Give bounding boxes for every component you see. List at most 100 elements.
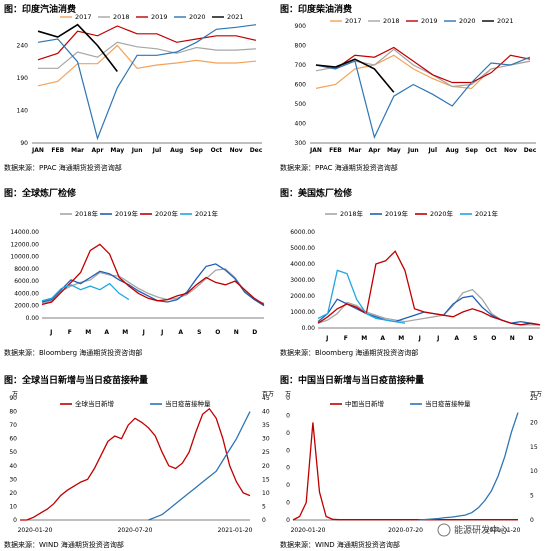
y-tick-label: 4000.00 — [290, 261, 315, 268]
left-y-tick-label: 80 — [9, 409, 17, 416]
left-y-tick-label: 0 — [13, 517, 17, 524]
x-tick-label: M — [398, 335, 404, 342]
x-tick-label: Apr — [92, 147, 104, 154]
wechat-icon — [437, 523, 451, 537]
right-y-tick-label: 0 — [530, 517, 534, 524]
right-y-tick-label: 30 — [262, 436, 270, 443]
x-tick-label: Dec — [524, 147, 537, 154]
legend-label: 2018 — [383, 17, 400, 25]
left-y-tick-label: 0 — [286, 517, 290, 524]
panel-diesel-consumption: 图：印度柴油消费 300 400 500 600 700 800 900 JAN FEB Mar Ap… — [280, 3, 537, 154]
x-tick-label: Aug — [446, 147, 459, 154]
y-tick-label: 190 — [17, 75, 29, 82]
x-tick-label: Apr — [368, 147, 380, 154]
left-unit-label: 万 — [12, 391, 18, 398]
x-tick-label: Mar — [71, 147, 84, 154]
series-line — [317, 269, 406, 324]
y-tick-label: 6000.00 — [290, 229, 315, 236]
left-y-tick-label: 0 — [286, 482, 290, 489]
x-tick-label: 2021-01-20 — [218, 527, 253, 534]
x-tick-label: A — [380, 335, 385, 342]
right-y-tick-label: 20 — [262, 463, 270, 470]
right-y-tick-label: 25 — [530, 395, 538, 402]
series-line — [418, 412, 519, 521]
source-diesel: 数据来源：PPAC 海通期货投资咨询部 — [280, 163, 398, 172]
x-tick-label: D — [252, 329, 257, 336]
series-line — [292, 422, 518, 521]
x-tick-label: JAN — [309, 147, 322, 154]
right-y-tick-label: 25 — [262, 449, 270, 456]
y-tick-label: 14000.00 — [10, 229, 39, 236]
source-global-maint: 数据来源：Bloomberg 海通期货投资咨询部 — [4, 348, 142, 357]
y-tick-label: 600 — [295, 82, 307, 89]
y-tick-label: 8000.00 — [14, 266, 39, 273]
x-tick-label: N — [510, 335, 515, 342]
x-tick-label: 2020-01-20 — [18, 527, 53, 534]
y-tick-label: 500 — [295, 101, 307, 108]
legend-label: 当日疫苗接种量 — [165, 399, 211, 408]
y-tick-label: 3000.00 — [290, 277, 315, 284]
legend-label: 2018年 — [75, 209, 99, 218]
legend-label: 当日疫苗接种量 — [425, 399, 471, 408]
x-tick-label: J — [325, 335, 328, 342]
left-y-tick-label: 0 — [286, 500, 290, 507]
x-tick-label: S — [197, 329, 201, 336]
legend-label: 2019 — [421, 17, 438, 25]
right-y-tick-label: 10 — [530, 468, 538, 475]
left-y-tick-label: 10 — [9, 503, 17, 510]
x-tick-label: May — [110, 147, 124, 154]
chart-title: 图：印度柴油消费 — [280, 3, 352, 15]
x-tick-label: J — [142, 329, 145, 336]
left-y-tick-label: 0 — [286, 412, 290, 419]
left-y-tick-label: 0 — [286, 395, 290, 402]
legend-label: 中国当日新增 — [345, 399, 384, 408]
y-tick-label: 300 — [295, 140, 307, 147]
legend-label: 2019 — [151, 13, 168, 21]
x-tick-label: FEB — [329, 147, 342, 154]
x-tick-label: Jun — [407, 147, 419, 154]
right-unit-label: 百万 — [262, 391, 274, 398]
panel-global-refinery-maintenance: 图：全球炼厂检修 0.00 2000.00 4000.00 6000.00 8000.00… — [4, 187, 265, 336]
panel-us-refinery-maintenance: 图：美国炼厂检修 0.00 1000.00 2000.00 3000.00 4000.00… — [280, 187, 541, 342]
watermark-text: 能源研发中心 — [454, 524, 508, 536]
x-tick-label: Aug — [170, 147, 183, 154]
y-tick-label: 5000.00 — [290, 245, 315, 252]
legend-label: 2020 — [189, 13, 206, 21]
series-line — [317, 295, 541, 326]
right-y-tick-label: 40 — [262, 409, 270, 416]
series-line — [317, 250, 541, 326]
legend-label: 2019年 — [385, 209, 409, 218]
left-y-tick-label: 60 — [9, 436, 17, 443]
chart-title: 图：中国当日新增与当日疫苗接种量 — [280, 374, 424, 386]
panel-gasoline-consumption: 图：印度汽油消费 90 140 190 240 JAN FEB Mar Apr May Jun Jul… — [4, 3, 263, 154]
x-tick-label: J — [418, 335, 421, 342]
x-tick-label: Jul — [427, 147, 437, 154]
right-y-tick-label: 45 — [262, 395, 270, 402]
left-y-tick-label: 20 — [9, 490, 17, 497]
panel-china-covid-vaccination: 图：中国当日新增与当日疫苗接种量 0 0 0 0 0 0 0 0 0 5 10 15 20 25 万 百万 202… — [280, 374, 542, 534]
series-line — [37, 23, 118, 72]
legend-label: 2017 — [75, 13, 92, 21]
legend-label: 2019年 — [115, 209, 139, 218]
legend-label: 2020年 — [430, 209, 454, 218]
left-y-tick-label: 0 — [286, 465, 290, 472]
x-tick-label: M — [122, 329, 128, 336]
watermark: 能源研发中心 — [437, 523, 508, 537]
legend-label: 2021年 — [195, 209, 219, 218]
x-tick-label: Nov — [230, 147, 243, 154]
x-tick-label: J — [49, 329, 52, 336]
left-y-tick-label: 30 — [9, 476, 17, 483]
x-tick-label: A — [178, 329, 183, 336]
y-tick-label: 2000.00 — [290, 293, 315, 300]
x-tick-label: D — [528, 335, 533, 342]
series-line — [315, 56, 531, 139]
x-tick-label: N — [234, 329, 239, 336]
right-y-tick-label: 15 — [262, 476, 270, 483]
y-tick-label: 6000.00 — [14, 278, 39, 285]
y-tick-label: 4000.00 — [14, 290, 39, 297]
left-y-tick-label: 70 — [9, 422, 17, 429]
x-tick-label: Jul — [152, 147, 162, 154]
chart-title: 图：美国炼厂检修 — [280, 187, 353, 199]
series-line — [41, 263, 265, 307]
y-tick-label: 240 — [17, 43, 29, 50]
